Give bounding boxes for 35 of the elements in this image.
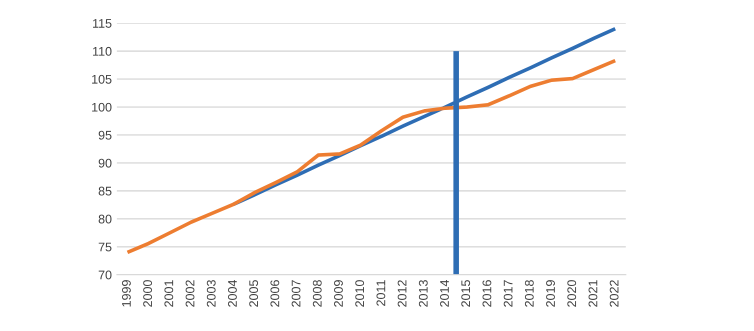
x-tick-label: 2019: [546, 280, 555, 307]
x-tick-label: 2009: [334, 280, 343, 307]
x-tick-label: 2017: [504, 280, 513, 307]
y-tick-label: 70: [98, 270, 112, 280]
line-series: [126, 58, 618, 254]
x-tick-label: 2010: [355, 280, 364, 307]
x-tick-label: 2004: [228, 280, 237, 307]
x-tick-label: 2001: [164, 280, 174, 307]
x-tick-label: 2003: [206, 280, 216, 307]
x-tick-label: 2013: [418, 280, 428, 307]
x-tick-label: 2016: [482, 280, 492, 307]
x-tick-label: 2008: [312, 280, 322, 307]
x-tick-label: 2020: [567, 280, 576, 307]
y-tick-label: 110: [93, 46, 112, 56]
x-tick-label: 2005: [249, 280, 258, 307]
x-tick-label: 2018: [524, 280, 534, 307]
x-tick-label: 2002: [186, 280, 194, 307]
y-tick-label: 105: [92, 74, 112, 84]
y-tick-label: 80: [98, 214, 112, 224]
y-tick-label: 75: [98, 242, 112, 252]
x-tick-label: 2000: [143, 280, 152, 307]
x-tick-label: 2022: [610, 280, 619, 307]
x-tick-label: 2011: [376, 280, 386, 306]
y-tick-label: 90: [98, 158, 112, 168]
x-tick-label: 2012: [398, 280, 407, 307]
x-tick-label: 2014: [440, 280, 449, 307]
y-tick-label: 115: [93, 19, 112, 28]
x-tick-label: 2007: [292, 280, 300, 307]
x-tick-label: 1999: [122, 280, 131, 306]
x-tick-label: 2006: [270, 280, 280, 307]
y-tick-label: 95: [98, 130, 112, 140]
y-tick-label: 100: [92, 102, 112, 112]
x-tick-label: 2021: [588, 280, 598, 307]
y-tick-label: 85: [98, 186, 112, 196]
x-tick-label: 2015: [461, 280, 470, 307]
